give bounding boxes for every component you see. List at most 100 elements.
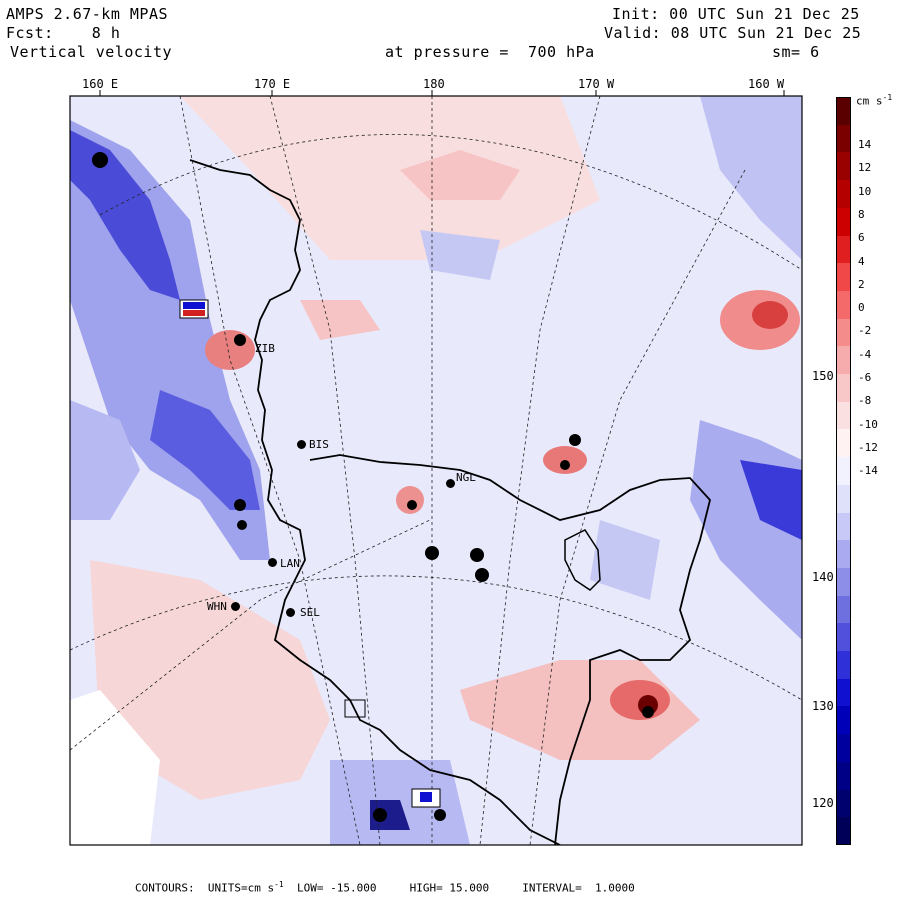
pressure-level: at pressure = 700 hPa [385, 43, 595, 61]
meridian-5 [70, 519, 431, 751]
lat-circle-1 [99, 134, 802, 271]
ice-shelf-outline [564, 529, 601, 591]
marker-box-1-red [183, 310, 205, 316]
colorbar-swatch [836, 789, 851, 818]
colorbar-tick-label: 10 [858, 184, 872, 198]
colorbar-swatch [836, 457, 851, 486]
station-label-whn: WHN [207, 600, 227, 613]
station-dot-whn [231, 602, 240, 611]
colorbar-swatch [836, 706, 851, 735]
contour-blob [234, 334, 246, 346]
colorbar-tick-label: -10 [858, 417, 878, 431]
colorbar-swatch [836, 761, 851, 791]
dense-contours [92, 152, 654, 822]
station-dot-sel [286, 608, 295, 617]
neg-core-2 [150, 390, 260, 510]
colorbar-swatch [836, 124, 851, 153]
lon-label-170e: 170 E [254, 77, 291, 91]
station-label-ngl: NGL [456, 471, 476, 484]
smoothing: sm= 6 [772, 43, 820, 61]
map-frame [69, 95, 803, 846]
station-label-lan: LAN [280, 557, 300, 570]
pos-core-west [205, 330, 255, 370]
colorbar-tick-label: -6 [858, 371, 872, 384]
pos-patch-1 [400, 150, 520, 200]
colorbar-swatch [836, 318, 851, 347]
pos-core-mid [396, 486, 424, 514]
contour-blob [92, 152, 108, 168]
contour-blob [475, 568, 489, 582]
colorbar-tick-label: -2 [858, 324, 872, 338]
colorbar-swatch [836, 346, 851, 375]
pos-region-southwest [90, 560, 330, 800]
contour-blob [470, 548, 484, 562]
colorbar-swatch [836, 512, 851, 541]
meridian-3 [479, 96, 601, 845]
lat-circle-2 [70, 575, 802, 701]
colorbar-swatch [836, 152, 851, 181]
contour-blob [434, 809, 446, 821]
footer-units: UNITS=cm s [207, 881, 275, 895]
station-label-sel: SEL [300, 606, 320, 619]
footer-interval: INTERVAL= 1.0000 [522, 881, 635, 895]
contour-blob [407, 500, 417, 510]
contour-blob [237, 520, 247, 530]
colorbar-tick-label: 14 [858, 138, 872, 151]
lon-label-180: 180 [423, 77, 445, 91]
station-dot-ngl [446, 479, 455, 488]
footer-high: HIGH= 15.000 [409, 881, 490, 895]
neg-band-west [70, 400, 140, 520]
lon-label-170w: 170 W [578, 77, 615, 91]
colorbar-swatch [836, 567, 851, 597]
colorbar-tick-label: 4 [858, 254, 865, 268]
init-time: Init: 00 UTC Sun 21 Dec 25 [612, 5, 860, 23]
top-ticks [99, 90, 785, 96]
marker-box-2-blue [420, 792, 432, 802]
coastline-east [309, 454, 711, 845]
colorbar-swatch [836, 207, 851, 237]
colorbar-swatch [836, 540, 851, 569]
colorbar-swatch [836, 235, 851, 264]
lon-label-160e: 160 E [82, 77, 119, 91]
model-title: AMPS 2.67-km MPAS [6, 5, 169, 23]
footer-legend: CONTOURS: UNITS=cm s-1 LOW= -15.000 HIGH… [135, 880, 635, 895]
colorbar-tick-label: 6 [858, 231, 865, 245]
colorbar-tick-label: 8 [858, 207, 865, 221]
contour-blob [642, 706, 654, 718]
colorbar-units: cm s-1 [856, 93, 892, 108]
lon-label-160w: 160 W [748, 77, 785, 91]
colorbar-swatch [836, 484, 851, 514]
colorbar-tick-label: -8 [858, 394, 872, 408]
neg-patch-1 [420, 230, 500, 280]
pos-patch-2 [300, 300, 380, 340]
neg-core-1 [70, 130, 180, 300]
colorbar-swatch [836, 290, 851, 320]
colorbar-tick-label: -4 [858, 347, 872, 361]
colorbar-swatch [836, 595, 851, 624]
contour-blob [560, 460, 570, 470]
contour-blob [425, 546, 439, 560]
colorbar-swatch [836, 401, 851, 430]
contour-blob [234, 499, 246, 511]
colorbar-swatch [836, 678, 851, 707]
neg-core-south [370, 800, 410, 830]
meridian-2 [269, 96, 381, 845]
coastline-west [189, 159, 561, 845]
neg-region-northeast [700, 96, 802, 260]
station-label-bis: BIS [309, 438, 329, 451]
colorbar-tick-label: 0 [858, 301, 865, 315]
marker-box-3 [344, 699, 366, 718]
colorbar-frame [836, 97, 851, 845]
footer-low: LOW= -15.000 [296, 881, 377, 895]
colorbar-tick-label: 2 [858, 277, 865, 291]
station-dot-lan [268, 558, 277, 567]
colorbar-swatch [836, 97, 851, 126]
contour-blob [569, 434, 581, 446]
colorbar-swatch [836, 263, 851, 292]
colorbar-units-text: cm s [856, 94, 883, 108]
station-dot-bis [297, 440, 306, 449]
footer-units-exp: -1 [274, 880, 284, 889]
graticule [70, 96, 802, 845]
neg-patch-2 [590, 520, 660, 600]
